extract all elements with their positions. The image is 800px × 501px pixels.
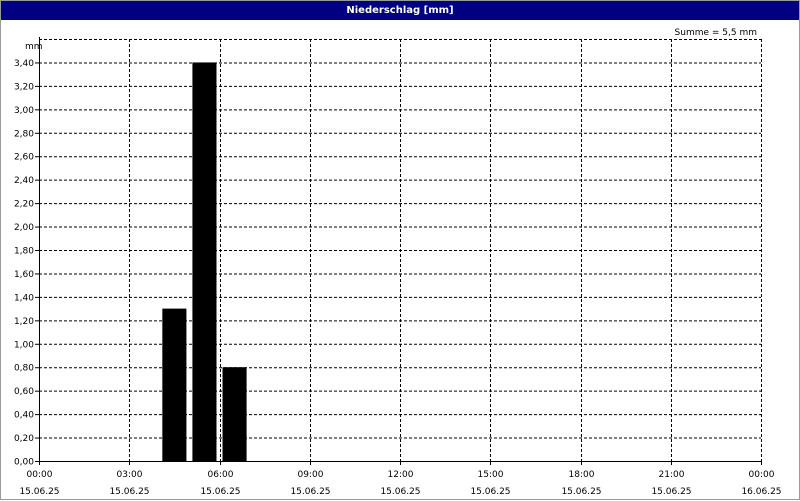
x-tick-date-label: 15.06.25 bbox=[561, 487, 601, 497]
x-tick-date-label: 15.06.25 bbox=[290, 487, 330, 497]
chart-title: Niederschlag [mm] bbox=[1, 1, 799, 20]
x-tick-time-label: 18:00 bbox=[569, 470, 595, 480]
y-tick-label: 0,00 bbox=[14, 458, 34, 468]
y-tick-label: 2,00 bbox=[14, 223, 34, 233]
y-axis-label: mm bbox=[25, 42, 43, 52]
y-tick-label: 3,00 bbox=[14, 106, 34, 116]
axis-layer: 0,00 0,20 0,40 0,60 0,80 1,00 1,20 1,40 1,60 1,80… bbox=[14, 37, 782, 497]
x-tick-time-label: 00:00 bbox=[27, 470, 53, 480]
x-tick-time-label: 03:00 bbox=[117, 470, 143, 480]
y-tick-label: 3,40 bbox=[14, 59, 34, 69]
y-tick-label: 2,80 bbox=[14, 129, 34, 139]
y-tick-label: 2,40 bbox=[14, 176, 34, 186]
x-tick-time-label: 00:00 bbox=[749, 470, 775, 480]
precipitation-bar bbox=[222, 367, 247, 461]
x-tick-time-label: 15:00 bbox=[478, 470, 504, 480]
x-tick-time-label: 12:00 bbox=[388, 470, 414, 480]
x-tick-date-label: 15.06.25 bbox=[470, 487, 510, 497]
y-tick-label: 1,60 bbox=[14, 270, 34, 280]
y-tick-label: 0,40 bbox=[14, 411, 34, 421]
x-tick-time-label: 06:00 bbox=[208, 470, 234, 480]
y-tick-label: 1,40 bbox=[14, 293, 34, 303]
y-tick-label: 0,60 bbox=[14, 387, 34, 397]
x-tick-time-label: 09:00 bbox=[298, 470, 324, 480]
y-tick-label: 0,20 bbox=[14, 434, 34, 444]
grid-layer bbox=[39, 39, 762, 461]
y-tick-label: 1,20 bbox=[14, 317, 34, 327]
y-tick-label: 3,20 bbox=[14, 82, 34, 92]
bar-layer bbox=[162, 62, 247, 461]
x-tick-date-label: 15.06.25 bbox=[109, 487, 149, 497]
y-tick-label: 2,60 bbox=[14, 153, 34, 163]
precipitation-bar bbox=[162, 308, 187, 461]
x-tick-date-label: 15.06.25 bbox=[200, 487, 240, 497]
y-tick-label: 2,20 bbox=[14, 200, 34, 210]
sum-annotation: Summe = 5,5 mm bbox=[675, 28, 757, 38]
x-tick-date-label: 15.06.25 bbox=[380, 487, 420, 497]
y-tick-label: 1,80 bbox=[14, 247, 34, 257]
x-tick-time-label: 21:00 bbox=[659, 470, 685, 480]
y-tick-label: 1,00 bbox=[14, 340, 34, 350]
x-tick-date-label: 15.06.25 bbox=[19, 487, 59, 497]
x-tick-date-label: 16.06.25 bbox=[741, 487, 781, 497]
y-tick-label: 0,80 bbox=[14, 364, 34, 374]
precipitation-bar bbox=[192, 62, 217, 461]
x-tick-date-label: 15.06.25 bbox=[651, 487, 691, 497]
